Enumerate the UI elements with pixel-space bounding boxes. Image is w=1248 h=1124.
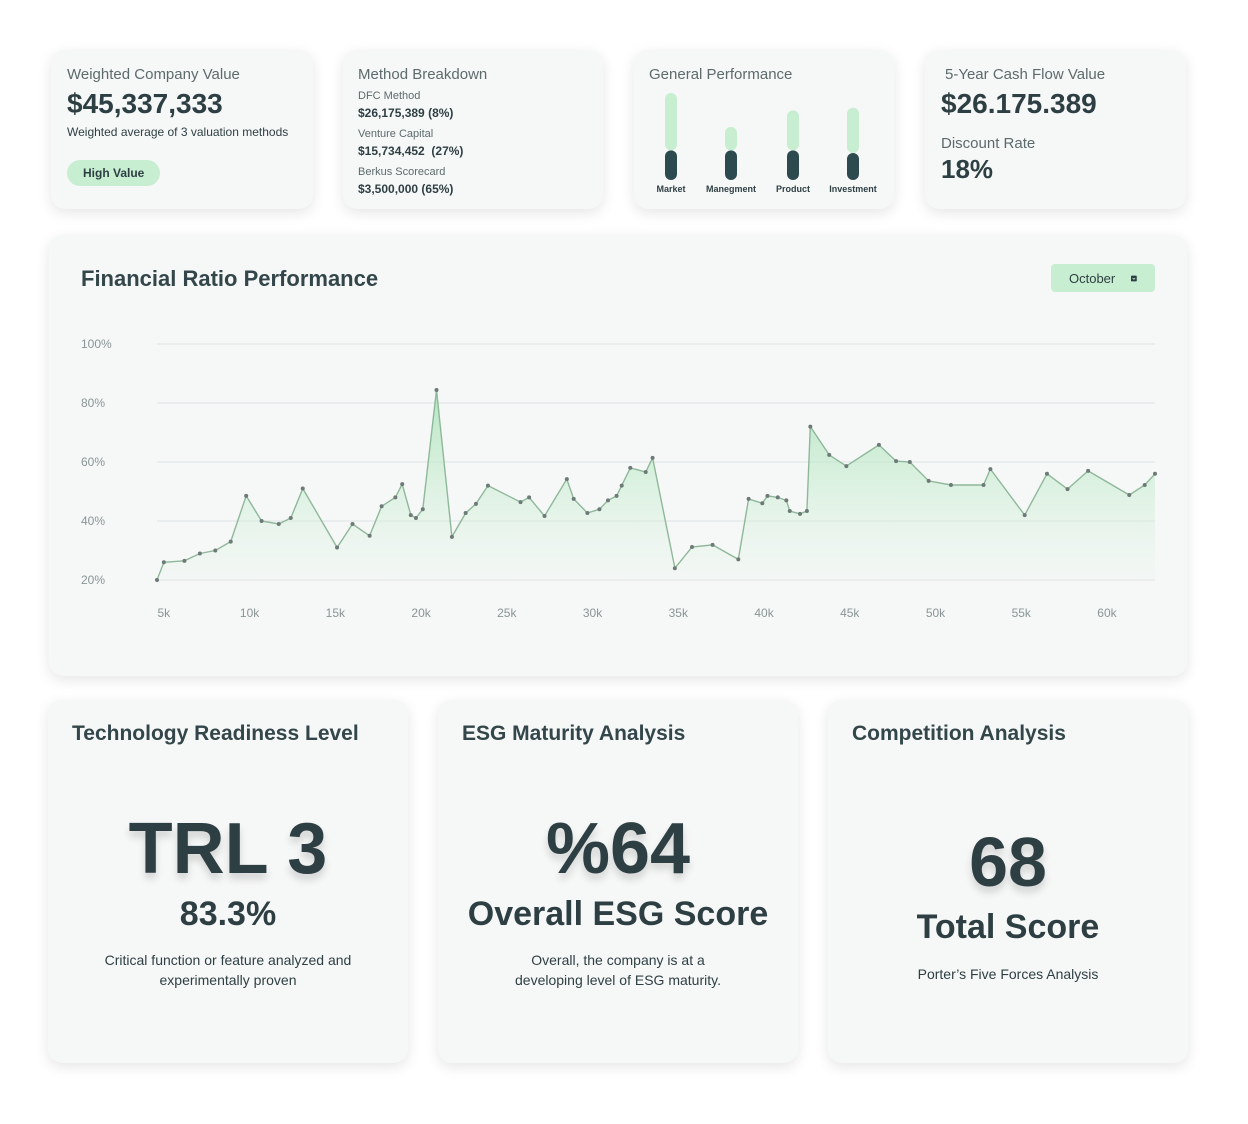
method-label: Berkus Scorecard bbox=[358, 166, 446, 178]
cashflow-card: 5-Year Cash Flow Value $26.175.389 Disco… bbox=[925, 50, 1186, 209]
performance-card: General Performance bbox=[634, 50, 894, 209]
card-value: $45,337,333 bbox=[67, 88, 223, 119]
card-value: $26.175.389 bbox=[941, 88, 1097, 119]
rate-value: 18% bbox=[941, 154, 994, 184]
panel: ESG Maturity Analysis %64 Overall ESG Scor… bbox=[438, 700, 798, 1063]
panel-subtitle: 83.3% bbox=[179, 895, 277, 933]
methods-card: Method Breakdown DFC Method $26,175,389 (… bbox=[343, 50, 603, 209]
panel-value: 68 bbox=[969, 823, 1047, 901]
panel-text: Overall, the company is at a developing … bbox=[515, 952, 721, 988]
panel-text: Porter’s Five Forces Analysis bbox=[917, 966, 1099, 982]
panel-text: Critical function or feature analyzed an… bbox=[104, 952, 352, 988]
panel-value: TRL 3 bbox=[128, 809, 328, 889]
dropdown-icon[interactable] bbox=[1131, 273, 1137, 284]
card-title: Method Breakdown bbox=[358, 66, 488, 83]
card-title: General Performance bbox=[649, 66, 793, 83]
panel-value: %64 bbox=[545, 809, 691, 889]
panel: Competition Analysis 68 Total Score Porter’… bbox=[828, 700, 1188, 1063]
weighted-card: Weighted Company Value $45,337,333 Weigh… bbox=[51, 50, 313, 209]
panel-subtitle: Total Score bbox=[916, 908, 1100, 946]
method-label: DFC Method bbox=[358, 90, 421, 102]
card-title: Weighted Company Value bbox=[67, 66, 240, 83]
month-dropdown[interactable]: October bbox=[1051, 264, 1155, 292]
card-caption: Weighted average of 3 valuation methods bbox=[67, 125, 289, 139]
panel-title: Competition Analysis bbox=[852, 722, 1066, 745]
method-value: $26,175,389 (8%) bbox=[358, 106, 454, 120]
method-value: $15,734,452 (27%) bbox=[358, 144, 464, 158]
panel-title: Technology Readiness Level bbox=[72, 722, 359, 745]
chart-title: Financial Ratio Performance bbox=[81, 266, 379, 291]
method-label: Venture Capital bbox=[358, 128, 434, 140]
panel-subtitle: Overall ESG Score bbox=[467, 895, 769, 933]
rate-label: Discount Rate bbox=[941, 135, 1036, 152]
method-value: $3,500,000 (65%) bbox=[358, 182, 454, 196]
ratio-card: Financial Ratio Performance October bbox=[49, 235, 1187, 676]
panel: Technology Readiness Level TRL 3 83.3% Crit… bbox=[48, 700, 408, 1063]
panel-title: ESG Maturity Analysis bbox=[462, 722, 686, 745]
card-title: 5-Year Cash Flow Value bbox=[945, 66, 1106, 83]
dropdown-label[interactable]: October bbox=[1069, 270, 1116, 286]
badge: High Value bbox=[67, 160, 161, 186]
